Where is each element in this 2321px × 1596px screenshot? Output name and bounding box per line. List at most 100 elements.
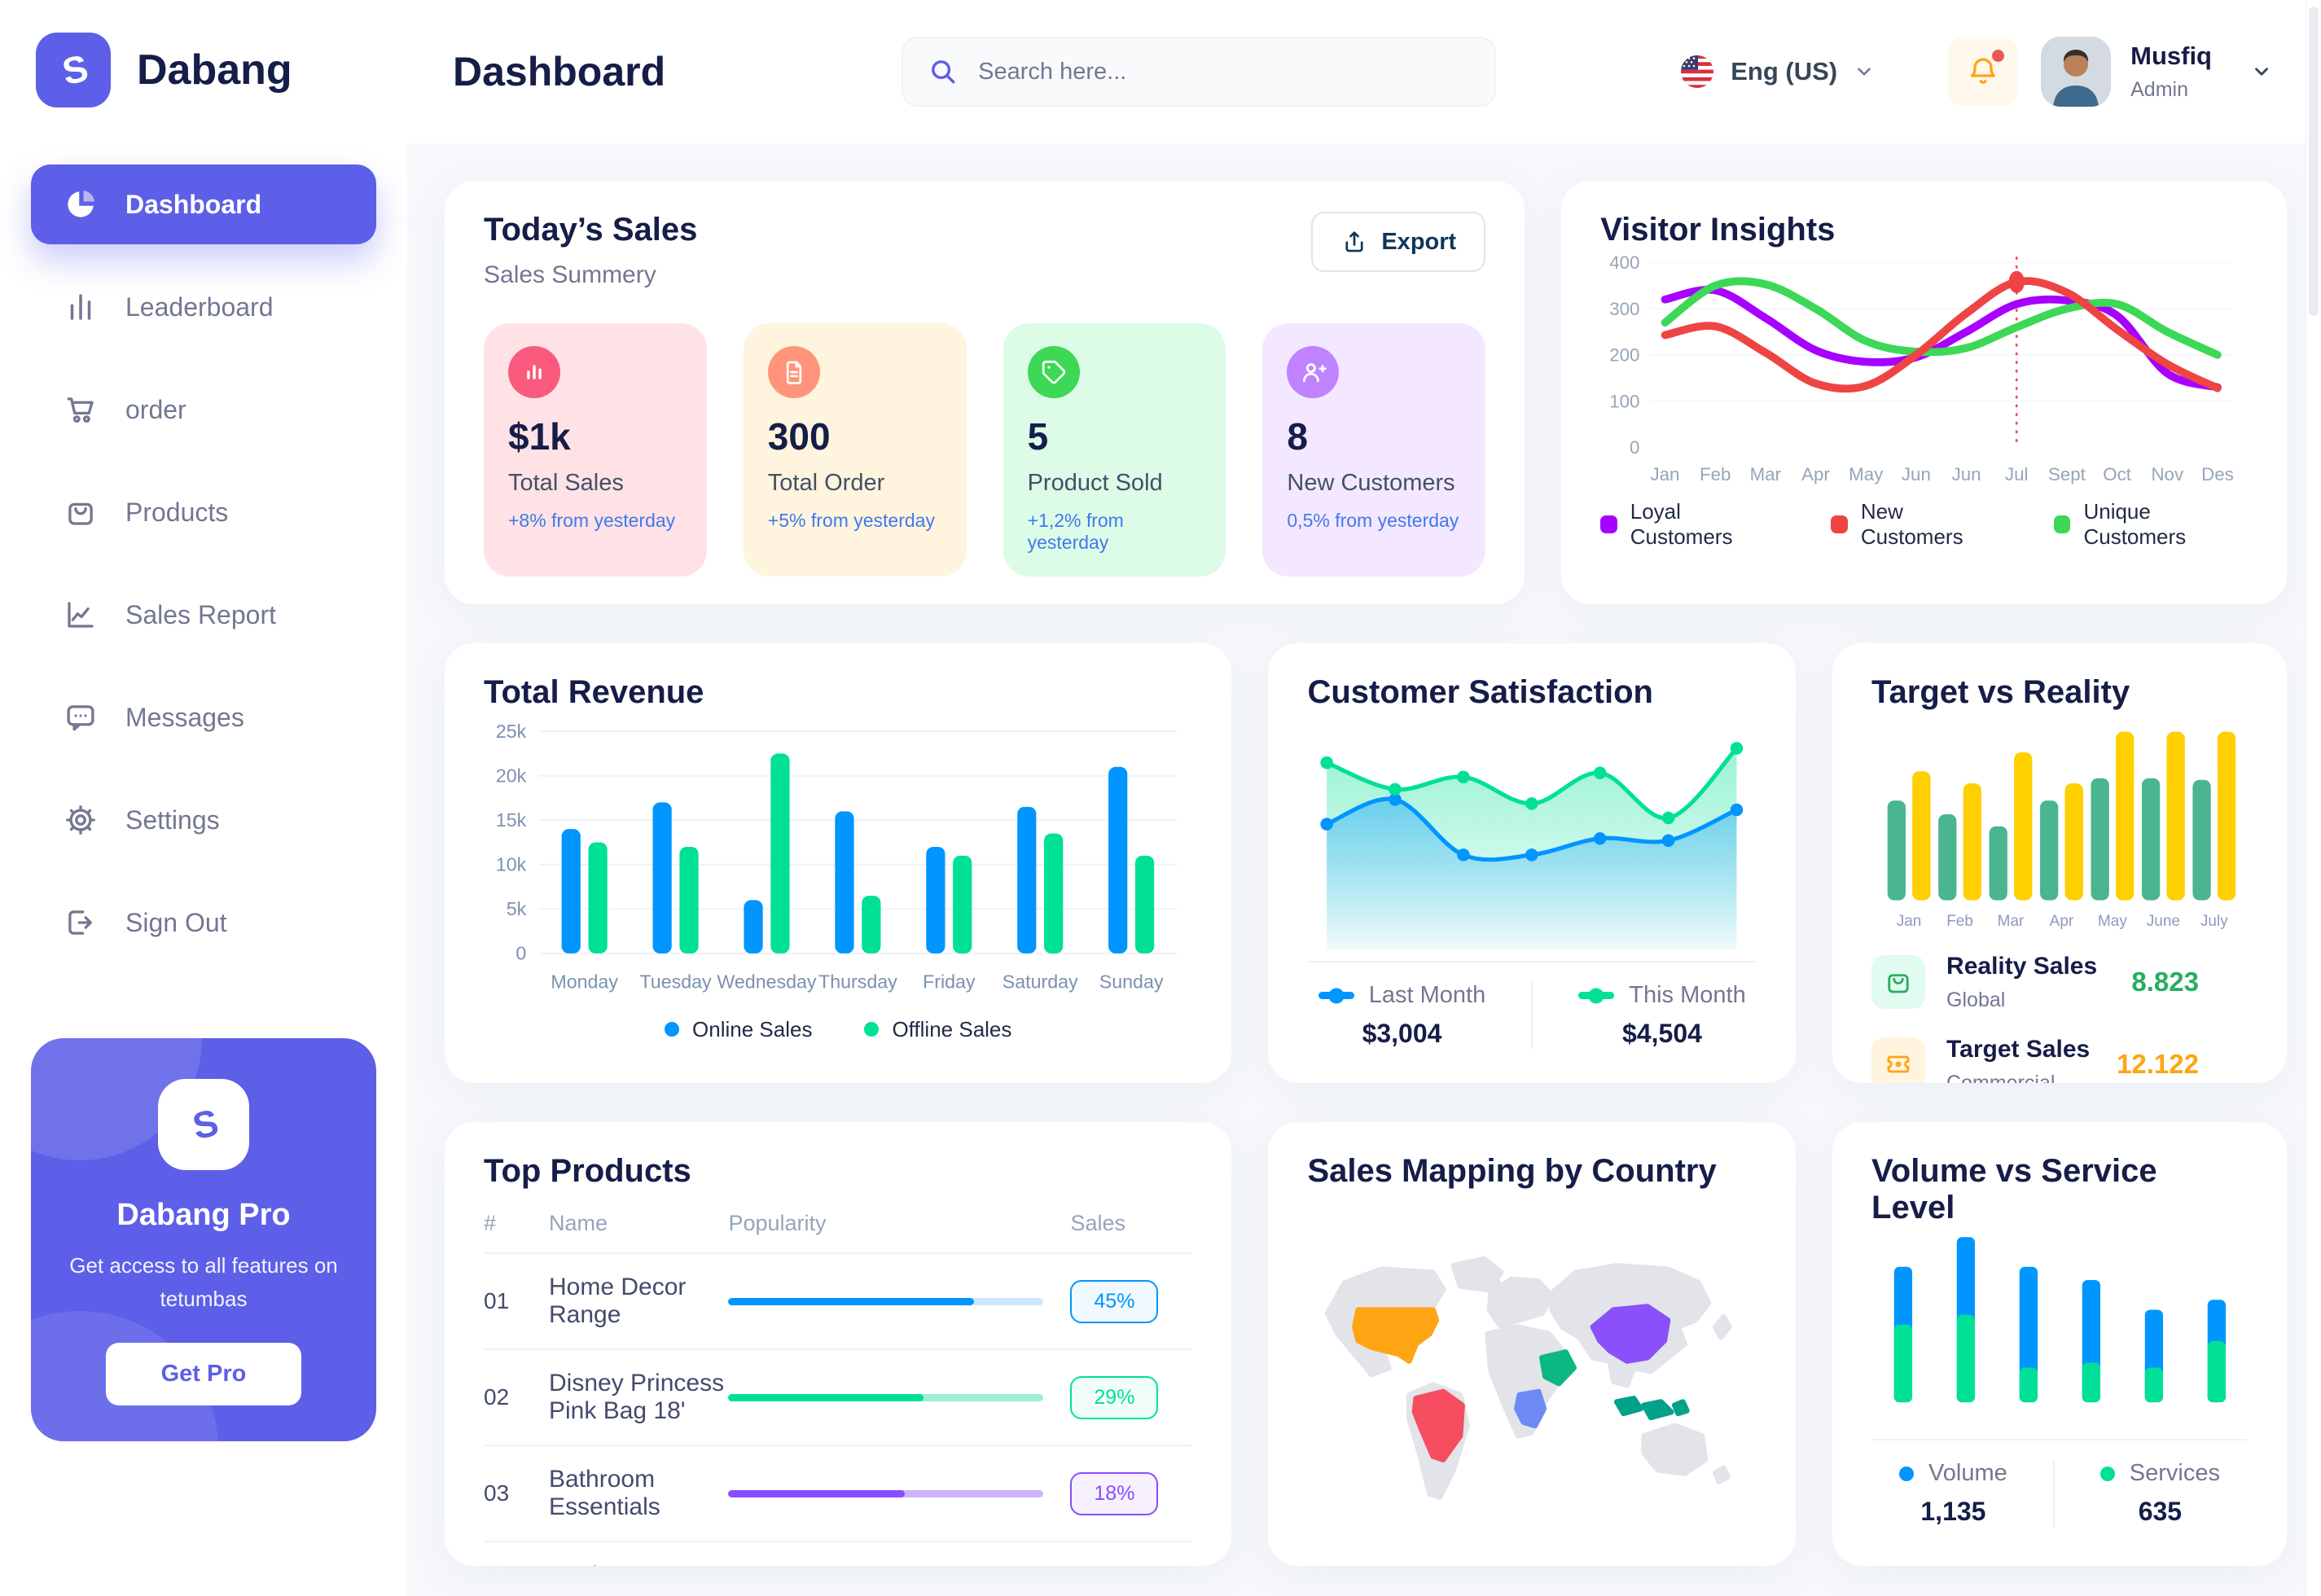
series-Loyal Customers [1661,285,2222,392]
sidebar-item-sales-report[interactable]: Sales Report [31,575,376,655]
stat-delta: +5% from yesterday [767,510,935,531]
legend-value: $4,504 [1622,1019,1702,1049]
map-country-brazil [1412,1388,1466,1462]
popularity-bar [728,1489,1043,1497]
stat-label: Product Sold [1027,470,1163,496]
sales-badge: 18% [1070,1471,1159,1515]
legend-label: Volume [1928,1460,2007,1487]
legend-label: Loyal Customers [1630,499,1733,550]
popularity-bar [728,1297,1043,1305]
legend-value: 12.122 [2117,1049,2199,1080]
card-title: Visitor Insights [1600,212,1836,248]
map-country-china [1590,1304,1671,1364]
brand-name: Dabang [137,46,292,94]
pro-title: Dabang Pro [116,1198,291,1233]
sidebar-item-messages[interactable]: Messages [31,677,376,757]
legend-item: This Month $4,504 [1578,982,1746,1049]
map-europe [1487,1276,1555,1330]
card-title: Sales Mapping by Country [1307,1153,1717,1189]
product-name: Home Decor Range [549,1274,687,1328]
stat-value: 8 [1287,415,1308,458]
visitor-insights-card: Visitor Insights 0 100 200 300 400 Jan Feb Mar A… [1561,181,2287,604]
stat-card-total-sales: $1k Total Sales +8% from yesterday [484,323,707,577]
svg-text:Oct: Oct [2103,464,2131,484]
export-label: Export [1381,228,1457,255]
svg-text:July: July [2200,913,2228,930]
map-japan [1713,1313,1732,1340]
search-bar[interactable] [902,37,1497,107]
stat-card-product-sold: 5 Product Sold +1,2% from yesterday [1003,323,1226,577]
map-australia [1641,1423,1709,1476]
table-header: # Name Popularity Sales [484,1190,1193,1254]
legend-item: Loyal Customers [1600,499,1779,550]
notifications-button[interactable] [1948,37,2019,107]
series-Unique Customers [1661,277,2222,359]
get-pro-button[interactable]: Get Pro [106,1343,301,1405]
customer-satisfaction-chart [1320,742,1744,950]
column-header: # [484,1211,497,1235]
card-title: Volume vs Service Level [1871,1153,2157,1226]
chevron-down-icon[interactable] [2251,61,2272,82]
scrollbar[interactable] [2306,0,2321,1596]
legend-item: Online Sales [665,1017,812,1042]
brand: S Dabang [31,33,376,107]
legend-item: Offline Sales [864,1017,1011,1042]
legend-item: Services 635 [2099,1460,2220,1527]
sidebar-item-leaderboard[interactable]: Leaderboard [31,267,376,347]
export-button[interactable]: Export [1311,212,1486,272]
sidebar-item-order[interactable]: order [31,370,376,449]
legend-item: Unique Customers [2053,499,2248,550]
total-revenue-card: Total Revenue 0 5k 10k 15k 20k 25k Monday Tuesd… [445,643,1232,1083]
svg-text:Wednesday: Wednesday [717,971,817,992]
total-revenue-chart: 0 5k 10k 15k 20k 25k Monday Tuesday Wednesday Thu… [496,721,1178,992]
legend-label: Target Sales [1946,1035,2091,1063]
stat-card-new-customers: 8 New Customers 0,5% from yesterday [1262,323,1486,577]
svg-text:Friday: Friday [923,971,976,992]
user-info: Musfiq Admin [2130,41,2212,103]
divider [1531,982,1533,1050]
legend-swatch [1600,515,1617,534]
bell-icon [1971,58,1996,84]
avatar-image [2041,37,2112,107]
table-row: 03 Bathroom Essentials 18% [484,1446,1193,1542]
top-header: Dashboard Eng (US) [407,0,2321,143]
svg-text:June: June [2147,913,2180,930]
svg-text:15k: 15k [496,809,527,831]
gear-icon [66,805,95,835]
product-name: Bathroom Essentials [549,1466,660,1520]
sidebar-item-dashboard[interactable]: Dashboard [31,164,376,244]
bag-icon [1871,954,1926,1009]
svg-text:Saturday: Saturday [1003,971,1078,992]
sidebar-item-sign-out[interactable]: Sign Out [31,883,376,962]
avatar[interactable] [2041,37,2112,107]
svg-text:Jan: Jan [1897,913,1922,930]
pro-description: Get access to all features on tetumbas [69,1253,338,1311]
target-vs-reality-card: Target vs Reality Jan Feb Mar Apr May June Jul… [1832,643,2287,1083]
sidebar-item-label: Settings [125,805,220,835]
legend-item: Last Month $3,004 [1318,982,1485,1049]
ticket-icon [1871,1037,1926,1083]
sidebar-item-settings[interactable]: Settings [31,780,376,860]
message-icon [67,705,94,731]
legend-swatch [2099,1466,2115,1481]
search-input[interactable] [976,57,1471,86]
divider [2052,1460,2055,1528]
target-vs-reality-chart: Jan Feb Mar Apr May June July [1887,731,2236,930]
column-header: Sales [1070,1211,1125,1235]
us-flag-icon [1681,55,1714,88]
map-country-saudi-arabia [1539,1349,1577,1387]
volume-service-chart [1893,1237,2227,1403]
legend-swatch [1899,1466,1915,1481]
language-selector[interactable]: Eng (US) [1680,55,1875,89]
column-header: Name [549,1211,608,1235]
scrollbar-thumb[interactable] [2309,7,2319,316]
main-area: Dashboard Eng (US) [407,0,2321,1596]
sidebar-item-label: Dashboard [125,189,262,219]
sidebar-item-products[interactable]: Products [31,472,376,552]
stat-delta: 0,5% from yesterday [1287,510,1459,531]
card-title: Customer Satisfaction [1307,674,1653,710]
legend-value: $3,004 [1362,1019,1442,1049]
notification-badge [1992,50,2005,62]
legend-swatch [2053,515,2071,534]
